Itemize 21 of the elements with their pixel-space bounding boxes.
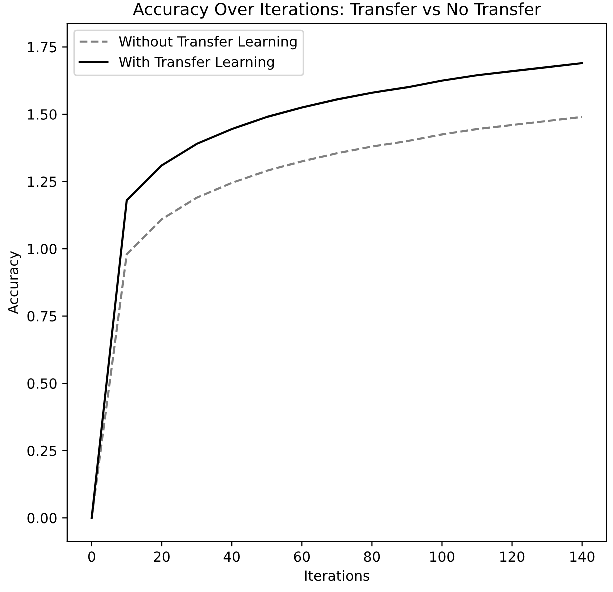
y-tick-label: 1.50 [28, 109, 57, 120]
y-tick-label: 1.75 [28, 42, 56, 53]
x-tick-label: 0 [88, 552, 96, 562]
y-tick-label: 1.25 [28, 176, 56, 188]
x-tick-label: 60 [294, 552, 310, 562]
x-tick-label: 120 [500, 552, 525, 562]
y-tick-label: 0.25 [28, 446, 56, 456]
legend-label: With Transfer Learning [119, 56, 274, 70]
x-tick-label: 20 [154, 552, 170, 562]
y-tick-label: 1.00 [28, 244, 57, 255]
x-tick-label: 100 [430, 552, 455, 562]
x-tick-label: 80 [364, 552, 380, 562]
x-tick-label: 40 [224, 552, 240, 562]
y-tick-label: 0.50 [28, 378, 57, 390]
y-axis-title: Accuracy [8, 251, 22, 314]
y-tick-label: 0.75 [28, 311, 56, 322]
x-tick-label: 140 [570, 552, 595, 562]
chart-title: Accuracy Over Iterations: Transfer vs No Transfer [133, 2, 542, 19]
x-axis-title: Iterations [305, 570, 370, 582]
y-tick-label: 0.00 [28, 513, 57, 524]
legend-label: Without Transfer Learning [119, 36, 297, 50]
